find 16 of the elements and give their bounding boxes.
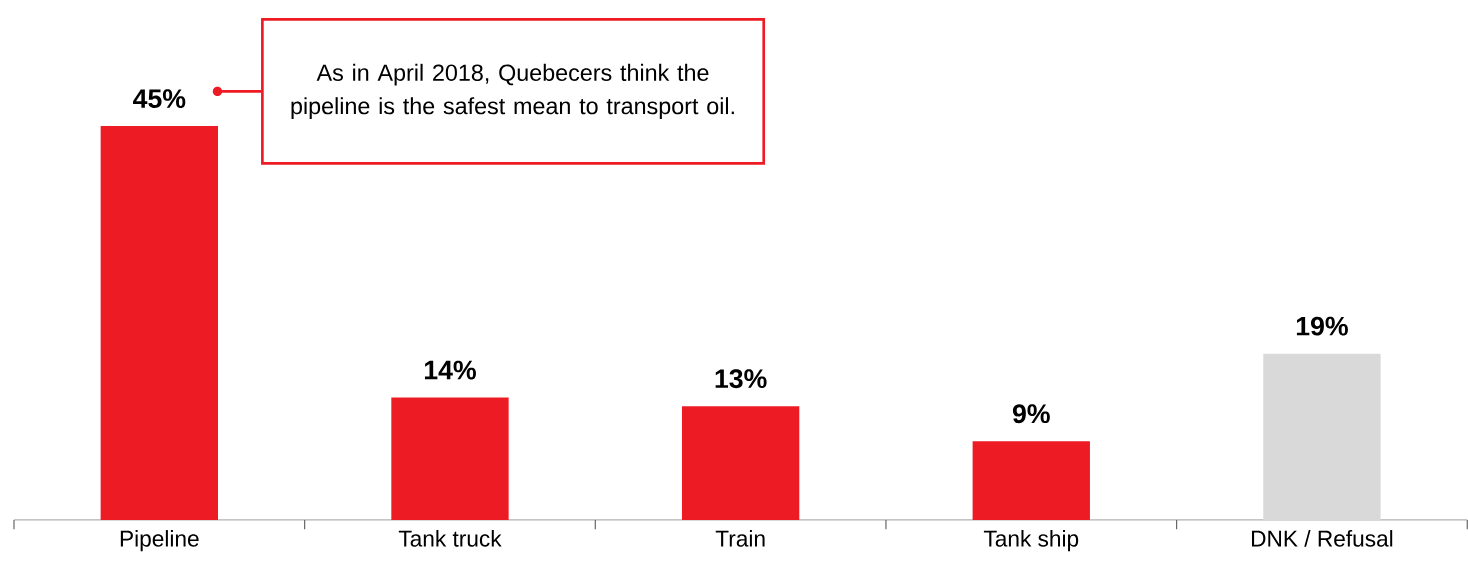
bar bbox=[972, 441, 1090, 520]
x-tick-label: Pipeline bbox=[120, 530, 199, 552]
data-label: 19% bbox=[1296, 316, 1348, 336]
data-label: 13% bbox=[715, 369, 767, 389]
data-label: 45% bbox=[133, 89, 186, 108]
x-tick-label: Tank ship bbox=[983, 530, 1079, 552]
x-tick-label: Train bbox=[715, 530, 765, 547]
bar bbox=[391, 397, 509, 520]
data-label: 9% bbox=[1012, 404, 1050, 424]
bar bbox=[1263, 353, 1381, 520]
x-tick-label: Tank truck bbox=[398, 530, 502, 547]
data-label: 14% bbox=[424, 360, 476, 380]
bar bbox=[100, 126, 218, 520]
x-tick-label: DNK / Refusal bbox=[1251, 530, 1393, 547]
bar bbox=[681, 406, 800, 520]
text: As in April 2018, Quebecers think the pipeline is the safest mean to transport oil. bbox=[291, 63, 734, 119]
